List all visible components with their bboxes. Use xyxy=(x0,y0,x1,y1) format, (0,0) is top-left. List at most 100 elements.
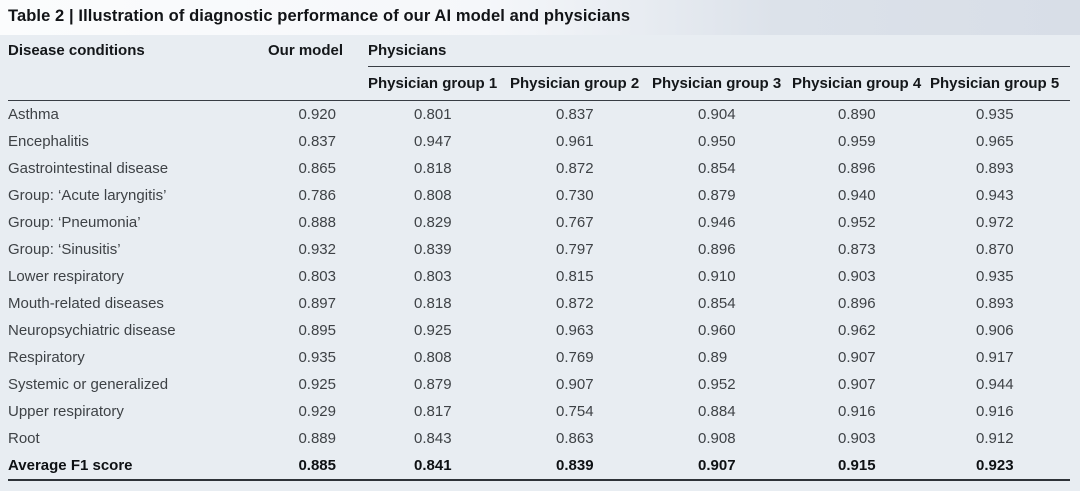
disease-condition-label: Neuropsychiatric disease xyxy=(8,322,176,339)
physician-group-2-value: 0.872 xyxy=(556,295,594,312)
physician-group-2-value: 0.961 xyxy=(556,133,594,150)
column-header-physician-group-1: Physician group 1 xyxy=(368,66,510,101)
physician-group-1-value: 0.879 xyxy=(414,376,452,393)
physician-group-4-value: 0.896 xyxy=(838,160,876,177)
physician-group-1-value: 0.839 xyxy=(414,241,452,258)
our-model-value: 0.865 xyxy=(298,160,336,177)
column-header-physician-group-2: Physician group 2 xyxy=(510,66,652,101)
physician-group-1-value: 0.841 xyxy=(368,452,510,481)
physician-group-1-value: 0.803 xyxy=(414,268,452,285)
physician-group-4-value: 0.873 xyxy=(838,241,876,258)
physician-group-1-value: 0.801 xyxy=(414,106,452,123)
physician-group-2-value: 0.837 xyxy=(556,106,594,123)
table-row: Group: ‘Sinusitis’ 0.932 0.839 0.797 0.8… xyxy=(8,236,1070,263)
column-group-header-physicians: Physicians xyxy=(368,35,1071,67)
diagnostic-performance-table: Disease conditions Our model Physicians … xyxy=(8,35,1071,481)
physician-group-3-value: 0.854 xyxy=(698,295,736,312)
physician-group-4-value: 0.907 xyxy=(838,349,876,366)
disease-condition-label: Encephalitis xyxy=(8,133,89,150)
column-header-physician-group-3: Physician group 3 xyxy=(652,66,792,101)
physician-group-3-value: 0.884 xyxy=(698,403,736,420)
disease-condition-label: Mouth-related diseases xyxy=(8,295,164,312)
table-row: Lower respiratory 0.803 0.803 0.815 0.91… xyxy=(8,263,1070,290)
physician-group-4-value: 0.903 xyxy=(838,268,876,285)
physician-group-5-value: 0.923 xyxy=(930,452,1071,481)
our-model-value: 0.786 xyxy=(298,187,336,204)
table-row: Root 0.889 0.843 0.863 0.908 0.903 0.912 xyxy=(8,425,1070,452)
physician-group-2-value: 0.797 xyxy=(556,241,594,258)
physician-group-2-value: 0.754 xyxy=(556,403,594,420)
physician-group-3-value: 0.950 xyxy=(698,133,736,150)
physician-group-1-value: 0.829 xyxy=(414,214,452,231)
table-header: Disease conditions Our model Physicians … xyxy=(8,35,1071,101)
disease-condition-label: Group: ‘Acute laryngitis’ xyxy=(8,187,167,204)
physician-group-1-value: 0.817 xyxy=(414,403,452,420)
physician-group-3-value: 0.952 xyxy=(698,376,736,393)
physician-group-5-value: 0.893 xyxy=(976,160,1014,177)
physician-group-3-value: 0.854 xyxy=(698,160,736,177)
our-model-value: 0.925 xyxy=(298,376,336,393)
physician-group-2-value: 0.730 xyxy=(556,187,594,204)
table-row: Upper respiratory 0.929 0.817 0.754 0.88… xyxy=(8,398,1070,425)
physician-group-2-value: 0.872 xyxy=(556,160,594,177)
header-row-1: Disease conditions Our model Physicians xyxy=(8,35,1071,67)
physician-group-3-value: 0.907 xyxy=(652,452,792,481)
our-model-value: 0.895 xyxy=(298,322,336,339)
table-row: Asthma 0.920 0.801 0.837 0.904 0.890 0.9… xyxy=(8,101,1070,129)
header-spacer xyxy=(258,66,368,101)
physician-group-5-value: 0.870 xyxy=(976,241,1014,258)
physician-group-5-value: 0.935 xyxy=(976,268,1014,285)
physician-group-2-value: 0.863 xyxy=(556,430,594,447)
table-row: Encephalitis 0.837 0.947 0.961 0.950 0.9… xyxy=(8,128,1070,155)
column-header-physician-group-4: Physician group 4 xyxy=(792,66,930,101)
physician-group-3-value: 0.896 xyxy=(698,241,736,258)
table-title: Table 2 | Illustration of diagnostic per… xyxy=(8,7,631,25)
table-row: Respiratory 0.935 0.808 0.769 0.89 0.907… xyxy=(8,344,1070,371)
table-row: Gastrointestinal disease 0.865 0.818 0.8… xyxy=(8,155,1070,182)
physician-group-4-value: 0.903 xyxy=(838,430,876,447)
disease-condition-label: Average F1 score xyxy=(8,452,258,481)
physician-group-2-value: 0.907 xyxy=(556,376,594,393)
physician-group-2-value: 0.769 xyxy=(556,349,594,366)
physician-group-2-value: 0.815 xyxy=(556,268,594,285)
physician-group-5-value: 0.917 xyxy=(976,349,1014,366)
our-model-value: 0.929 xyxy=(298,403,336,420)
physician-group-5-value: 0.944 xyxy=(976,376,1014,393)
physician-group-4-value: 0.896 xyxy=(838,295,876,312)
physician-group-5-value: 0.906 xyxy=(976,322,1014,339)
physician-group-5-value: 0.972 xyxy=(976,214,1014,231)
physician-group-3-value: 0.946 xyxy=(698,214,736,231)
physician-group-1-value: 0.808 xyxy=(414,187,452,204)
physician-group-4-value: 0.952 xyxy=(838,214,876,231)
table-row: Group: ‘Acute laryngitis’ 0.786 0.808 0.… xyxy=(8,182,1070,209)
disease-condition-label: Root xyxy=(8,430,40,447)
our-model-value: 0.897 xyxy=(298,295,336,312)
column-header-physician-group-5: Physician group 5 xyxy=(930,66,1071,101)
our-model-value: 0.888 xyxy=(298,214,336,231)
physician-group-4-value: 0.915 xyxy=(792,452,930,481)
physician-group-3-value: 0.89 xyxy=(698,349,728,366)
disease-condition-label: Upper respiratory xyxy=(8,403,124,420)
physician-group-1-value: 0.843 xyxy=(414,430,452,447)
header-spacer xyxy=(8,66,258,101)
our-model-value: 0.837 xyxy=(298,133,336,150)
header-row-2: Physician group 1 Physician group 2 Phys… xyxy=(8,66,1071,101)
table-body: Asthma 0.920 0.801 0.837 0.904 0.890 0.9… xyxy=(8,101,1071,481)
column-header-disease-conditions: Disease conditions xyxy=(8,42,145,60)
our-model-value: 0.935 xyxy=(298,349,336,366)
table-row: Mouth-related diseases 0.897 0.818 0.872… xyxy=(8,290,1070,317)
physician-group-4-value: 0.916 xyxy=(838,403,876,420)
column-header-our-model: Our model xyxy=(267,42,343,60)
our-model-value: 0.932 xyxy=(298,241,336,258)
disease-condition-label: Respiratory xyxy=(8,349,85,366)
table-row: Group: ‘Pneumonia’ 0.888 0.829 0.767 0.9… xyxy=(8,209,1070,236)
physician-group-2-value: 0.839 xyxy=(510,452,652,481)
physician-group-5-value: 0.965 xyxy=(976,133,1014,150)
physician-group-5-value: 0.935 xyxy=(976,106,1014,123)
table-title-band: Table 2 | Illustration of diagnostic per… xyxy=(0,0,1080,35)
physician-group-5-value: 0.943 xyxy=(976,187,1014,204)
table-row: Systemic or generalized 0.925 0.879 0.90… xyxy=(8,371,1070,398)
physician-group-3-value: 0.908 xyxy=(698,430,736,447)
disease-condition-label: Group: ‘Sinusitis’ xyxy=(8,241,121,258)
physician-group-4-value: 0.907 xyxy=(838,376,876,393)
